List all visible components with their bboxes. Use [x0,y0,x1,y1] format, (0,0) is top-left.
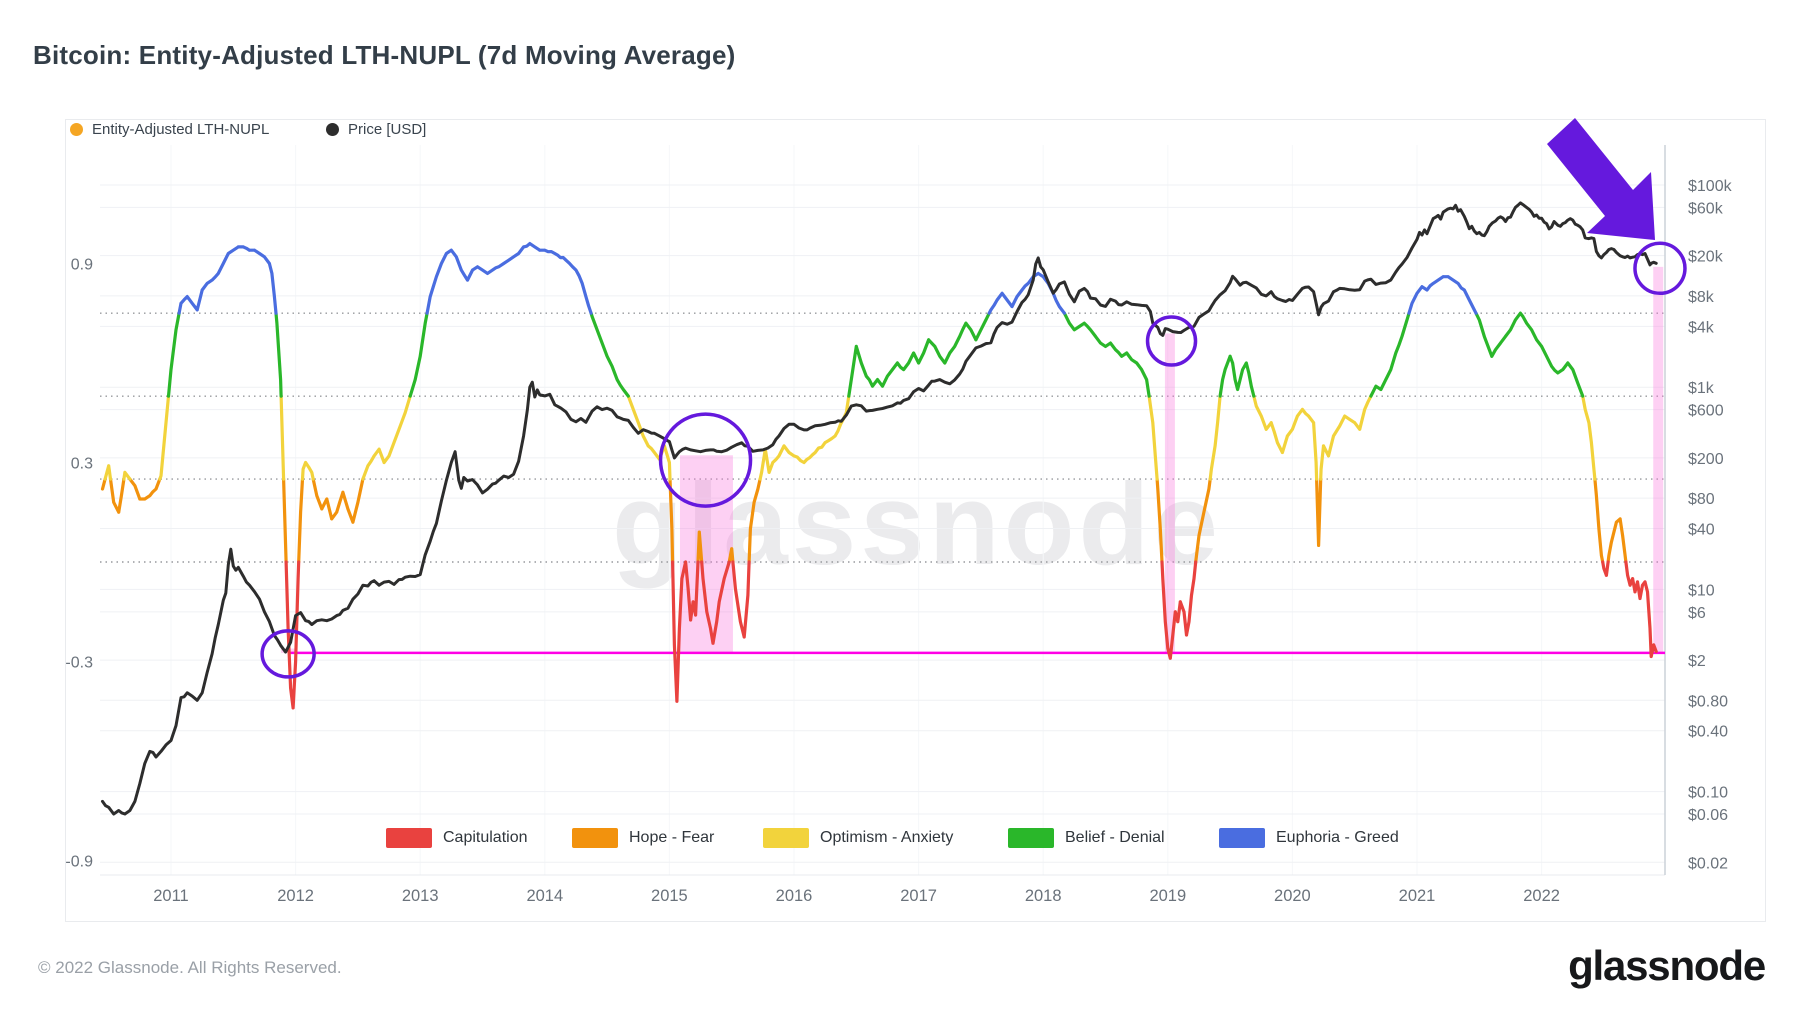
nupl-axis-tick: 0.9 [71,256,93,273]
price-axis-tick: $0.06 [1688,807,1728,824]
legend-item-euphoria-greed: Euphoria - Greed [1219,828,1399,848]
price-axis-tick: $60k [1688,200,1724,217]
legend-label-nupl: Entity-Adjusted LTH-NUPL [92,121,270,138]
year-axis-tick: 2017 [900,887,937,905]
legend-item-nupl[interactable]: Entity-Adjusted LTH-NUPL [70,121,269,138]
nupl-axis-tick: -0.9 [65,854,93,871]
annotation-circle [1633,241,1687,296]
price-axis-tick: $2 [1688,653,1706,670]
price-series [101,201,1658,816]
nupl-series-segment [100,477,1628,564]
price-axis-tick: $0.10 [1688,785,1728,802]
price-axis-tick: $0.40 [1688,724,1728,741]
zone-label-optimism-anxiety: Optimism - Anxiety [820,829,954,846]
zone-label-euphoria-greed: Euphoria - Greed [1276,829,1399,846]
zone-label-capitulation: Capitulation [443,829,528,846]
price-axis-tick: $20k [1688,249,1724,266]
year-axis-tick: 2011 [153,887,188,905]
legend-item-price[interactable]: Price [USD] [326,121,426,138]
nupl-series-segment [166,311,1585,398]
year-axis-tick: 2014 [526,887,563,905]
zone-label-hope-fear: Hope - Fear [629,829,715,846]
glassnode-logo: glassnode [1568,942,1766,989]
page-title: Bitcoin: Entity-Adjusted LTH-NUPL (7d Mo… [33,40,736,70]
price-axis-tick: $80 [1688,491,1715,508]
price-axis-tick: $100k [1688,178,1733,195]
optimism-anxiety-swatch-icon [763,828,809,848]
nupl-axis-tick: 0.3 [71,455,93,472]
price-axis-tick: $4k [1688,319,1715,336]
nupl-series-segment [103,394,1597,481]
euphoria-greed-swatch-icon [1219,828,1265,848]
price-axis-tick: $600 [1688,403,1724,420]
price-axis-tick: $0.80 [1688,693,1728,710]
nupl-series-segment [284,560,1658,710]
year-axis-tick: 2016 [776,887,813,905]
capitulation-swatch-icon [386,828,432,848]
nupl-series-dot-icon [70,123,83,136]
highlight-band [679,455,733,653]
annotation-circle [658,412,753,508]
price-axis-tick: $6 [1688,605,1706,622]
price-axis-tick: $200 [1688,451,1724,468]
legend-label-price: Price [USD] [348,121,427,138]
hope-fear-swatch-icon [572,828,618,848]
chart-card [65,119,1766,922]
year-axis-tick: 2021 [1399,887,1436,905]
annotation-arrow-icon [1547,118,1655,240]
legend-item-hope-fear: Hope - Fear [572,828,714,848]
zone-label-belief-denial: Belief - Denial [1065,829,1165,846]
annotation-circle [260,629,316,679]
year-axis-tick: 2015 [651,887,688,905]
glassnode-watermark: glassnode [612,459,1222,589]
price-axis-tick: $0.02 [1688,855,1728,872]
year-axis-tick: 2020 [1274,887,1311,905]
nupl-series-segment [177,242,1478,315]
nupl-axis-tick: -0.3 [65,655,93,672]
year-axis-tick: 2019 [1149,887,1186,905]
price-axis-tick: $40 [1688,522,1715,539]
highlight-band [1164,333,1175,653]
year-axis-tick: 2022 [1523,887,1560,905]
legend-item-optimism-anxiety: Optimism - Anxiety [763,828,953,848]
annotation-circle [1145,315,1198,367]
highlight-band [1653,266,1664,653]
legend-item-capitulation: Capitulation [386,828,528,848]
legend-item-belief-denial: Belief - Denial [1008,828,1165,848]
price-axis-tick: $8k [1688,289,1715,306]
belief-denial-swatch-icon [1008,828,1054,848]
price-axis-tick: $1k [1688,380,1715,397]
price-axis-tick: $10 [1688,582,1715,599]
year-axis-tick: 2013 [402,887,439,905]
copyright-text: © 2022 Glassnode. All Rights Reserved. [38,958,342,977]
year-axis-tick: 2018 [1025,887,1062,905]
year-axis-tick: 2012 [277,887,314,905]
price-series-dot-icon [326,123,339,136]
